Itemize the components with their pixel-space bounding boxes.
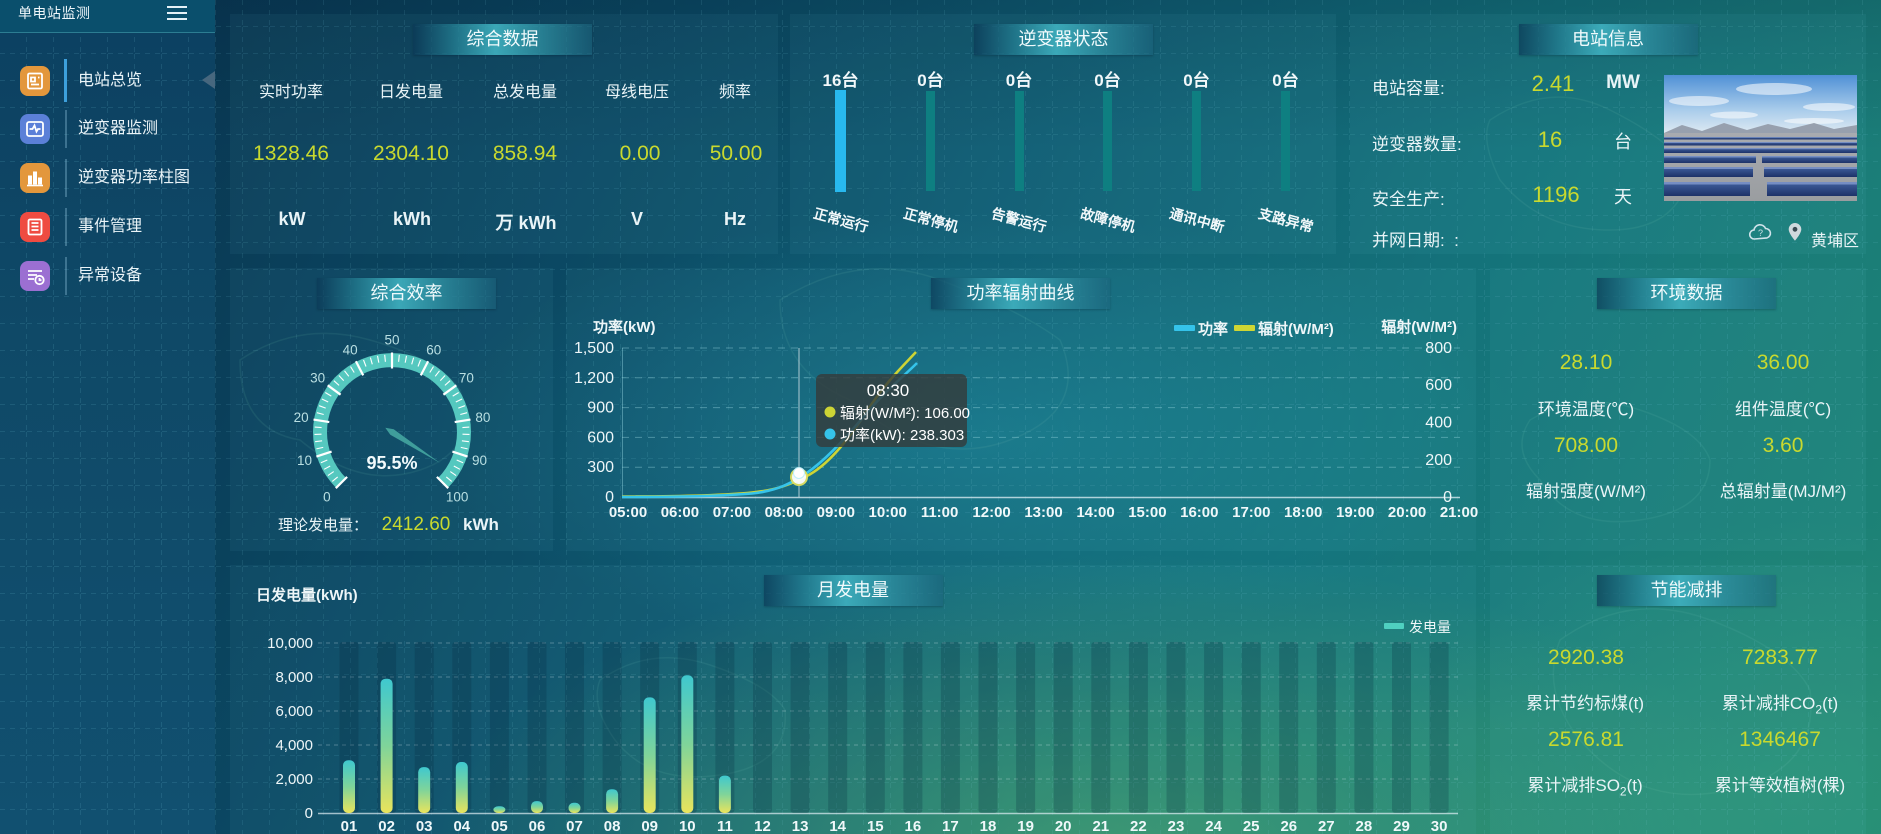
- svg-text:10,000: 10,000: [267, 635, 313, 652]
- svg-text:功率: 功率: [1198, 320, 1228, 338]
- svg-text:14:00: 14:00: [1076, 504, 1114, 521]
- svg-text:19: 19: [1017, 818, 1034, 834]
- svg-text:25: 25: [1243, 818, 1260, 834]
- svg-text:发电量: 发电量: [1409, 619, 1451, 635]
- svg-text:kWh: kWh: [463, 515, 499, 534]
- svg-text:05: 05: [491, 818, 508, 834]
- svg-text:18: 18: [980, 818, 997, 834]
- svg-text:50: 50: [384, 333, 399, 348]
- svg-text:1,200: 1,200: [574, 370, 614, 387]
- svg-text:03: 03: [416, 818, 433, 834]
- svg-text:30: 30: [310, 370, 325, 385]
- svg-text:800: 800: [1425, 340, 1452, 357]
- svg-text:6,000: 6,000: [275, 703, 313, 720]
- svg-text:29: 29: [1393, 818, 1410, 834]
- svg-text:13: 13: [792, 818, 809, 834]
- svg-text:08: 08: [604, 818, 621, 834]
- svg-text:20: 20: [1055, 818, 1072, 834]
- svg-text:辐射(W/M²): 106.00: 辐射(W/M²): 106.00: [840, 405, 970, 422]
- svg-text:09: 09: [641, 818, 658, 834]
- svg-text:06: 06: [529, 818, 546, 834]
- svg-text:14: 14: [829, 818, 846, 834]
- svg-text:10: 10: [679, 818, 696, 834]
- svg-text:20:00: 20:00: [1388, 504, 1426, 521]
- svg-text:40: 40: [343, 343, 358, 358]
- svg-text:21: 21: [1092, 818, 1109, 834]
- svg-text:0: 0: [323, 490, 331, 505]
- svg-text:600: 600: [1425, 377, 1452, 394]
- svg-text:07: 07: [566, 818, 583, 834]
- svg-text:26: 26: [1280, 818, 1297, 834]
- svg-text:10: 10: [297, 453, 312, 468]
- svg-text:23: 23: [1168, 818, 1185, 834]
- svg-text:12:00: 12:00: [972, 504, 1010, 521]
- svg-text:400: 400: [1425, 415, 1452, 432]
- svg-text:70: 70: [459, 370, 474, 385]
- svg-text:04: 04: [453, 818, 470, 834]
- svg-text:28: 28: [1356, 818, 1373, 834]
- svg-text:18:00: 18:00: [1284, 504, 1322, 521]
- svg-text:300: 300: [587, 459, 614, 476]
- svg-text:4,000: 4,000: [275, 737, 313, 754]
- svg-text:理论发电量：: 理论发电量：: [278, 517, 368, 534]
- svg-text:95.5%: 95.5%: [366, 453, 417, 473]
- svg-text:辐射(W/M²): 辐射(W/M²): [1258, 320, 1334, 338]
- svg-text:30: 30: [1431, 818, 1448, 834]
- svg-text:60: 60: [426, 343, 441, 358]
- svg-text:辐射(W/M²): 辐射(W/M²): [1381, 318, 1457, 336]
- svg-text:15:00: 15:00: [1128, 504, 1166, 521]
- svg-text:8,000: 8,000: [275, 669, 313, 686]
- svg-text:600: 600: [587, 429, 614, 446]
- svg-text:05:00: 05:00: [609, 504, 647, 521]
- svg-text:06:00: 06:00: [661, 504, 699, 521]
- svg-text:19:00: 19:00: [1336, 504, 1374, 521]
- svg-text:功率(kW): 功率(kW): [593, 318, 656, 336]
- svg-text:900: 900: [587, 400, 614, 417]
- svg-text:08:30: 08:30: [867, 381, 910, 400]
- svg-text:12: 12: [754, 818, 771, 834]
- svg-text:24: 24: [1205, 818, 1222, 834]
- svg-text:11:00: 11:00: [921, 504, 959, 521]
- svg-text:17: 17: [942, 818, 959, 834]
- svg-text:15: 15: [867, 818, 884, 834]
- svg-text:08:00: 08:00: [765, 504, 803, 521]
- svg-text:11: 11: [717, 818, 733, 834]
- svg-text:02: 02: [378, 818, 395, 834]
- svg-text:200: 200: [1425, 452, 1452, 469]
- svg-text:功率(kW): 238.303: 功率(kW): 238.303: [840, 427, 964, 444]
- svg-text:10:00: 10:00: [869, 504, 907, 521]
- svg-text:20: 20: [294, 410, 309, 425]
- svg-text:16: 16: [905, 818, 922, 834]
- svg-text:07:00: 07:00: [713, 504, 751, 521]
- svg-text:22: 22: [1130, 818, 1147, 834]
- svg-text:17:00: 17:00: [1232, 504, 1270, 521]
- svg-text:?: ?: [1758, 228, 1763, 238]
- svg-text:80: 80: [475, 410, 490, 425]
- svg-text:21:00: 21:00: [1440, 504, 1478, 521]
- svg-text:09:00: 09:00: [817, 504, 855, 521]
- svg-text:1,500: 1,500: [574, 340, 614, 357]
- svg-text:日发电量(kWh): 日发电量(kWh): [256, 586, 358, 604]
- svg-text:2,000: 2,000: [275, 771, 313, 788]
- svg-text:27: 27: [1318, 818, 1335, 834]
- svg-text:0: 0: [305, 805, 313, 822]
- svg-text:01: 01: [341, 818, 358, 834]
- svg-text:13:00: 13:00: [1024, 504, 1062, 521]
- svg-text:16:00: 16:00: [1180, 504, 1218, 521]
- svg-text:90: 90: [472, 453, 487, 468]
- svg-text:100: 100: [446, 490, 469, 505]
- svg-text:2412.60: 2412.60: [382, 514, 451, 535]
